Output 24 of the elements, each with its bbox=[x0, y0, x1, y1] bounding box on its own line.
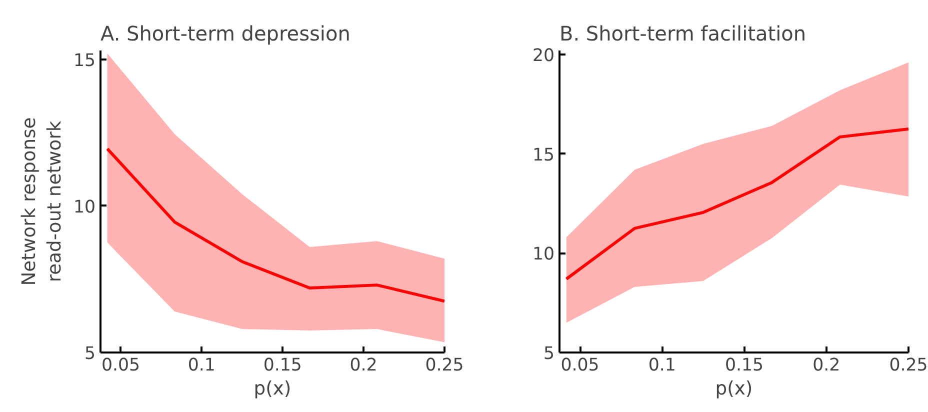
x-tick-label: 0.25 bbox=[889, 356, 928, 376]
x-tick-label: 0.2 bbox=[350, 356, 378, 376]
y-tick-label: 5 bbox=[543, 344, 555, 364]
chart-title: B. Short-term facilitation bbox=[560, 22, 806, 46]
x-tick-label: 0.15 bbox=[724, 356, 764, 376]
y-tick-label: 20 bbox=[532, 46, 555, 66]
y-tick-label: 15 bbox=[73, 50, 96, 71]
line-series bbox=[106, 147, 444, 303]
x-tick-label: 0.05 bbox=[560, 356, 600, 376]
x-axis-title: p(x) bbox=[715, 378, 753, 400]
x-tick-label: 0.15 bbox=[263, 356, 302, 376]
x-tick-label: 0.25 bbox=[425, 356, 464, 376]
y-tick-label: 10 bbox=[73, 197, 96, 218]
x-tick-label: 0.05 bbox=[101, 356, 140, 376]
chart-title: A. Short-term depression bbox=[100, 22, 350, 46]
y-tick-label: 10 bbox=[532, 244, 555, 265]
y-tick-label: 5 bbox=[84, 344, 96, 364]
x-tick-label: 0.1 bbox=[648, 356, 676, 376]
line-series bbox=[564, 127, 908, 280]
x-axis-title: p(x) bbox=[254, 378, 292, 400]
y-tick-label: 15 bbox=[532, 145, 555, 166]
x-tick-label: 0.1 bbox=[188, 356, 216, 376]
x-tick-label: 0.2 bbox=[812, 356, 840, 376]
y-axis-title: Network response read-out network bbox=[19, 117, 66, 286]
